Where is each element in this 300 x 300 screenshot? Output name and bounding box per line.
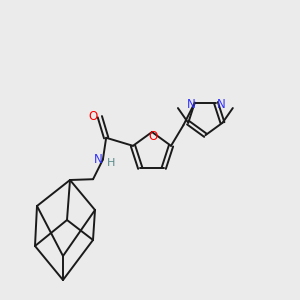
Text: H: H xyxy=(107,158,115,167)
Text: N: N xyxy=(217,98,225,111)
Text: O: O xyxy=(148,130,158,143)
Text: N: N xyxy=(94,153,102,166)
Text: N: N xyxy=(186,98,195,111)
Text: O: O xyxy=(88,110,98,123)
